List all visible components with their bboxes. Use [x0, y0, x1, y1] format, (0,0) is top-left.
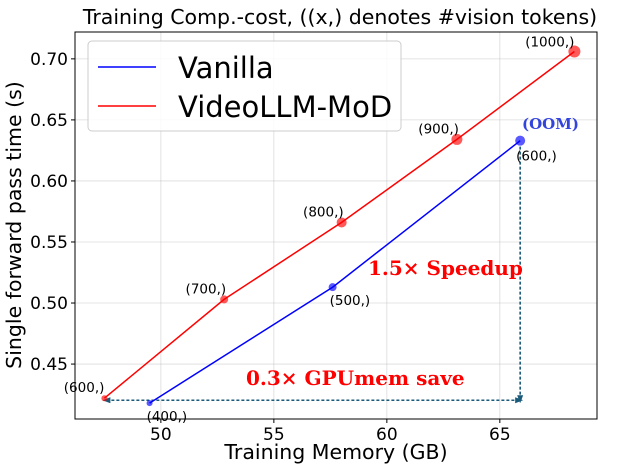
- point-label-videollm-mod: (900,): [418, 121, 459, 137]
- point-label-videollm-mod: (800,): [303, 204, 344, 220]
- legend-label-vanilla: Vanilla: [178, 51, 274, 85]
- point-videollm-mod: [568, 45, 581, 58]
- axis-ticks: 50 55 60 65 0.45 0.50 0.55 0.60 0.65 0.70: [30, 50, 511, 445]
- x-tick-label: 50: [150, 425, 172, 445]
- point-label-vanilla: (400,): [147, 409, 188, 425]
- legend: Vanilla VideoLLM-MoD: [87, 40, 402, 132]
- y-tick-label: 0.50: [30, 294, 68, 314]
- series: [101, 45, 581, 407]
- y-tick-label: 0.65: [30, 111, 68, 131]
- point-vanilla: [146, 400, 153, 407]
- point-labels: (400,) (500,) (600,) (600,) (700,) (800,) (900…: [64, 35, 575, 426]
- point-videollm-mod: [336, 217, 347, 228]
- x-axis-label: Training Memory (GB): [223, 440, 447, 464]
- y-axis-label: Single forward pass time (s): [2, 81, 26, 369]
- y-tick-label: 0.55: [30, 233, 68, 253]
- point-videollm-mod: [451, 133, 463, 145]
- speedup-annotation: 1.5× Speedup: [368, 256, 523, 280]
- x-tick-label: 55: [263, 425, 285, 445]
- point-label-videollm-mod: (1000,): [525, 35, 574, 51]
- guide-arrows: [102, 146, 524, 404]
- y-tick-label: 0.60: [30, 172, 68, 192]
- point-label-videollm-mod: (700,): [186, 281, 227, 297]
- memsave-annotation: 0.3× GPUmem save: [246, 366, 465, 390]
- y-tick-label: 0.45: [30, 355, 68, 375]
- legend-label-videollm-mod: VideoLLM-MoD: [178, 90, 392, 124]
- point-vanilla: [328, 283, 337, 292]
- legend-box: [87, 40, 402, 132]
- point-label-vanilla: (600,): [516, 149, 557, 165]
- y-tick-label: 0.70: [30, 50, 68, 70]
- point-vanilla: [515, 135, 526, 146]
- point-videollm-mod: [220, 295, 229, 304]
- point-label-vanilla: (500,): [330, 293, 371, 309]
- x-tick-label: 65: [489, 425, 511, 445]
- point-videollm-mod: [101, 395, 108, 402]
- plot-frame: [74, 31, 598, 420]
- chart-title: Training Comp.-cost, ((x,) denotes #visi…: [82, 5, 597, 29]
- oom-annotation: (OOM): [522, 115, 579, 133]
- point-label-videollm-mod: (600,): [64, 380, 105, 396]
- x-tick-label: 60: [376, 425, 398, 445]
